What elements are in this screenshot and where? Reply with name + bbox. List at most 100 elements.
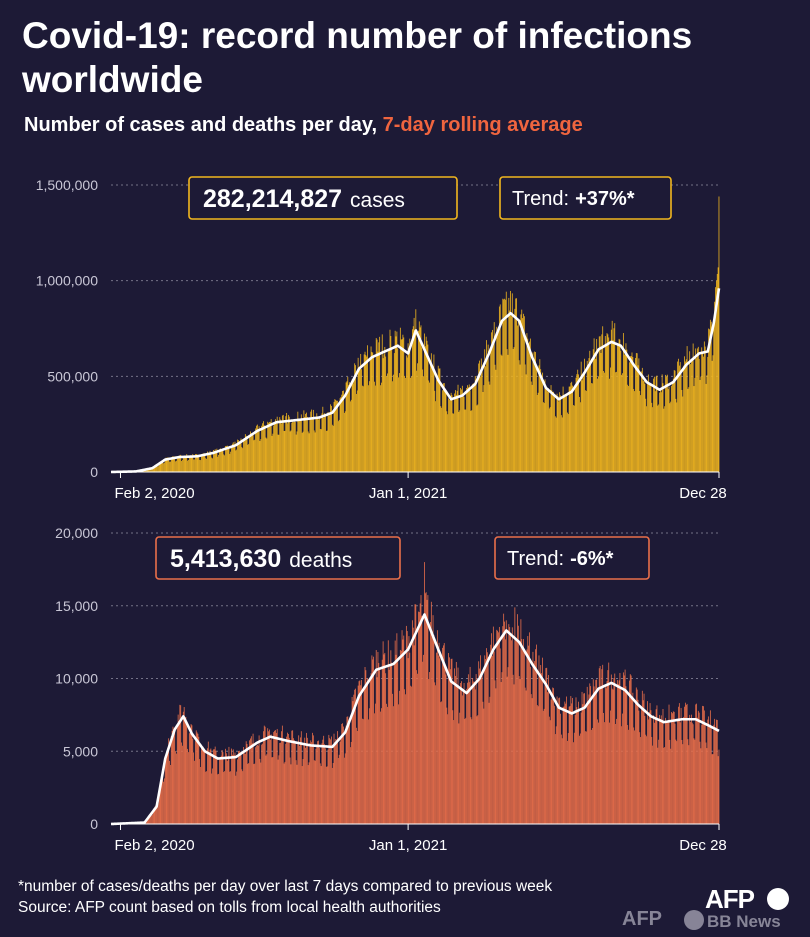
cases-bar: [658, 404, 660, 472]
deaths-bar: [552, 687, 554, 824]
deaths-bar: [466, 688, 468, 824]
cases-bar: [436, 377, 438, 472]
deaths-bar: [712, 754, 714, 824]
cases-bar: [623, 354, 625, 472]
cases-bar: [524, 364, 526, 472]
deaths-bar: [557, 707, 559, 824]
deaths-bar: [537, 706, 539, 824]
cases-bar: [370, 346, 372, 472]
deaths-bar: [257, 745, 259, 824]
deaths-bar: [390, 650, 392, 824]
cases-bar: [397, 348, 399, 472]
cases-bar: [637, 365, 639, 472]
deaths-bar: [636, 689, 638, 824]
cases-bar: [268, 422, 269, 472]
cases-bar: [668, 386, 670, 472]
cases-bar: [487, 344, 489, 472]
deaths-bar: [214, 746, 216, 824]
watermark-bbnews: BB News: [707, 912, 781, 931]
cases-bar: [473, 385, 475, 472]
deaths-bar: [381, 659, 383, 824]
cases-bar: [476, 405, 478, 472]
cases-bar: [392, 381, 393, 472]
deaths-bar: [626, 692, 628, 824]
deaths-bar: [274, 730, 275, 824]
cases-bar: [544, 379, 546, 472]
deaths-bar: [163, 778, 165, 824]
deaths-bar: [255, 747, 257, 824]
deaths-bar: [375, 650, 377, 824]
cases-bar: [485, 366, 486, 472]
cases-bar: [423, 376, 424, 472]
chart-title: Covid-19: record number of infections wo…: [22, 15, 693, 100]
cases-bar: [147, 469, 149, 472]
deaths-bar: [583, 693, 585, 824]
deaths-bar: [311, 742, 313, 824]
cases-bar: [285, 416, 287, 472]
cases-bar: [260, 439, 262, 472]
cases-bar: [428, 380, 430, 472]
cases-bar: [691, 360, 693, 472]
cases-bar: [386, 376, 387, 472]
cases-bar: [656, 375, 658, 472]
deaths-bar: [259, 758, 261, 824]
deaths-bar: [442, 647, 443, 824]
deaths-bar: [478, 661, 480, 824]
deaths-bar: [355, 688, 356, 824]
deaths-bar: [695, 704, 697, 824]
deaths-bar: [189, 730, 191, 824]
subtitle-accent: 7-day rolling average: [382, 114, 583, 136]
cases-bar: [368, 385, 369, 472]
cases-bar: [574, 388, 576, 472]
deaths-bar: [541, 673, 542, 824]
cases-bar: [182, 457, 184, 472]
cases-bar: [160, 462, 162, 472]
cases-bar: [435, 401, 437, 472]
cases-bar: [444, 391, 446, 472]
deaths-bar: [658, 739, 660, 824]
deaths-bar: [574, 714, 576, 824]
chart-subtitle: Number of cases and deaths per day, 7-da…: [24, 114, 583, 137]
deaths-bar: [196, 732, 198, 824]
deaths-bar: [251, 743, 253, 824]
deaths-bar: [550, 699, 552, 824]
deaths-bar: [162, 772, 164, 824]
deaths-bar: [319, 763, 321, 824]
deaths-bar: [531, 698, 533, 824]
cases-bar: [459, 410, 461, 472]
cases-bar: [229, 453, 231, 472]
deaths-bar: [430, 601, 432, 824]
cases-bar: [441, 407, 443, 472]
deaths-bar: [221, 750, 223, 824]
cases-bar: [624, 350, 626, 472]
deaths-bar: [401, 630, 403, 824]
cases-bar: [477, 404, 479, 472]
deaths-bar: [530, 694, 532, 824]
cases-bar: [311, 409, 313, 472]
cases-bar: [212, 458, 213, 472]
cases-bar: [312, 409, 314, 472]
deaths-bar: [460, 683, 461, 824]
cases-bar: [228, 448, 230, 472]
deaths-bar: [263, 725, 265, 824]
deaths-bar: [387, 706, 388, 824]
deaths-bar: [700, 748, 702, 824]
cases-bar: [213, 450, 215, 472]
cases-bar: [297, 411, 299, 472]
cases-bar: [253, 440, 255, 472]
cases-bar: [306, 416, 308, 472]
cases-bar: [681, 389, 683, 472]
cases-bar: [188, 456, 190, 472]
cases-bar: [651, 402, 653, 472]
cases-bar: [198, 456, 200, 472]
deaths-bar: [689, 714, 691, 824]
cases-bar: [709, 319, 711, 472]
deaths-bar: [242, 771, 244, 824]
cases-bar: [598, 376, 599, 472]
deaths-bar: [247, 763, 249, 824]
deaths-bar: [623, 675, 625, 824]
cases-bar: [506, 349, 508, 472]
deaths-bar: [463, 682, 465, 824]
deaths-bar: [479, 668, 480, 824]
cases-bar: [464, 409, 466, 472]
